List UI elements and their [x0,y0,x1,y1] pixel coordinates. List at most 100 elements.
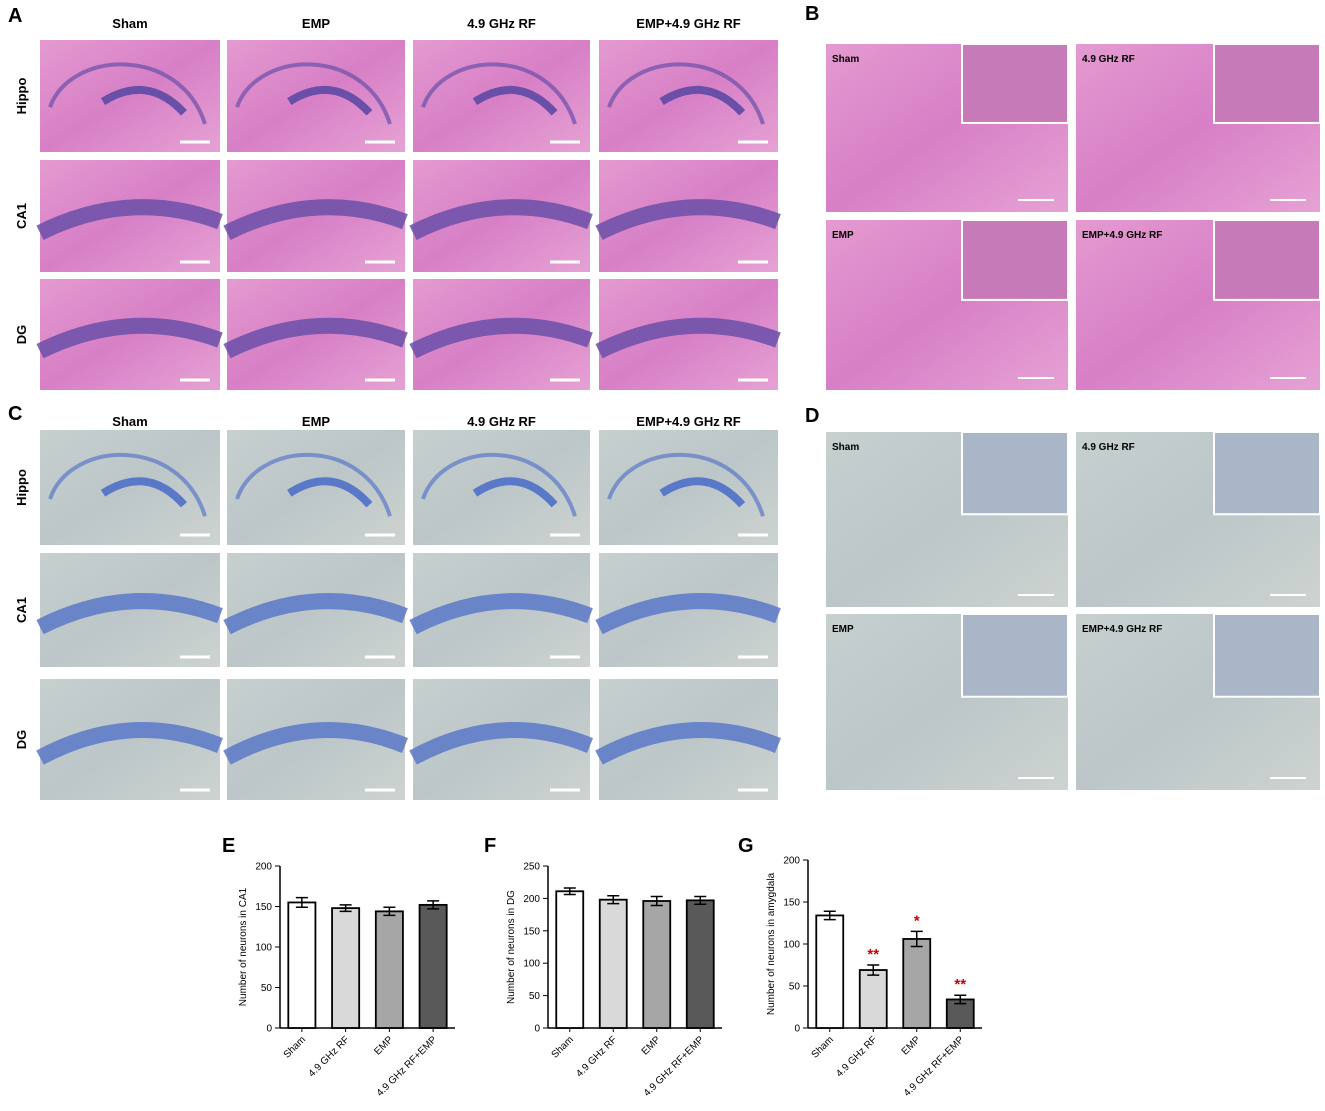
cell-layer [409,199,593,240]
panel-label: A [8,5,22,27]
y-tick-label: 150 [783,898,800,909]
micrograph [413,40,590,152]
row-label: DG [14,325,29,345]
micrograph [227,40,405,152]
inset [1213,219,1321,301]
column-header: EMP+4.9 GHz RF [636,414,740,429]
bar [418,903,448,1029]
inset [1213,431,1321,516]
y-tick-label: 200 [523,894,540,905]
panel-label: G [738,835,754,857]
tissue-outline [421,62,577,125]
x-tick-label: 4.9 GHz RF [834,1034,879,1079]
tile-label: 4.9 GHz RF [1082,442,1135,453]
inset [961,613,1069,698]
cell-layer [287,477,373,508]
tile-label: EMP [832,230,854,241]
y-tick-label: 100 [783,940,800,951]
significance: * [914,912,920,929]
cell-layer [595,593,781,635]
y-tick-label: 150 [255,902,272,913]
row-label: CA1 [14,203,29,229]
bar [685,899,715,1029]
micrograph [40,430,220,545]
y-axis-label: Number of neurons in amygdala [766,872,777,1015]
panel-label: D [805,405,819,427]
x-tick-label: 4.9 GHz RF [574,1034,619,1079]
tile-label: EMP+4.9 GHz RF [1082,230,1162,241]
bar [858,969,888,1029]
micrograph [413,430,590,545]
error-bar [563,887,576,896]
y-tick-label: 200 [783,856,800,867]
x-tick-label: EMP [900,1034,923,1057]
error-bar [867,964,880,976]
cell-layer [409,593,593,635]
panel-label: F [484,835,496,857]
micrograph [40,40,220,152]
cell-layer [659,85,746,116]
x-tick-label: EMP [372,1034,395,1057]
row-label: DG [14,730,29,750]
y-tick-label: 100 [523,959,540,970]
tile-label: Sham [832,54,859,65]
y-tick-label: 0 [266,1024,272,1035]
cell-layer [287,85,373,116]
tissue-outline [48,452,207,517]
y-tick-label: 150 [523,926,540,937]
cell-layer [659,477,746,508]
tile-label: Sham [832,442,859,453]
y-tick-label: 0 [534,1024,540,1035]
cell-layer [595,317,781,359]
tissue-outline [235,453,392,517]
y-tick-label: 250 [523,862,540,873]
significance: ** [954,976,966,993]
tissue-outline [421,453,577,517]
x-tick-label: Sham [810,1034,836,1060]
cell-layer [223,199,408,240]
tissue-outline [607,452,765,517]
bar [902,938,932,1029]
y-axis-label: Number of neurons in DG [506,890,517,1004]
x-tick-label: EMP [640,1034,663,1057]
error-bar [295,896,308,909]
cell-layer [223,721,409,765]
inset [1213,613,1321,698]
micrograph [599,40,778,152]
y-tick-label: 100 [255,943,272,954]
error-bar [607,895,620,905]
tissue-outline [607,62,765,125]
bar [287,901,317,1029]
panel-label: C [8,403,22,425]
micrograph [227,430,405,545]
error-bar [650,895,663,907]
cell-layer [100,477,187,508]
cell-layer [409,317,593,359]
cell-layer [36,199,223,240]
y-tick-label: 50 [529,991,541,1002]
column-header: EMP [302,16,331,31]
bar [815,914,845,1029]
cell-layer [36,593,223,635]
column-header: EMP [302,414,331,429]
panel-label: B [805,3,819,25]
bar [331,907,361,1029]
y-axis-label: Number of neurons in CA1 [238,887,249,1006]
x-tick-label: Sham [282,1034,308,1060]
cell-layer [223,317,408,359]
y-tick-label: 50 [789,982,801,993]
bar [555,890,585,1029]
row-label: Hippo [14,78,29,115]
inset [961,431,1069,516]
cell-layer [36,317,223,359]
significance: ** [867,946,879,963]
y-tick-label: 50 [261,983,273,994]
error-bar [910,930,923,948]
inset [1213,43,1321,124]
bar [598,898,628,1029]
tissue-outline [48,62,207,125]
cell-layer [472,85,558,116]
cell-layer [595,199,781,240]
y-tick-label: 0 [794,1024,800,1035]
